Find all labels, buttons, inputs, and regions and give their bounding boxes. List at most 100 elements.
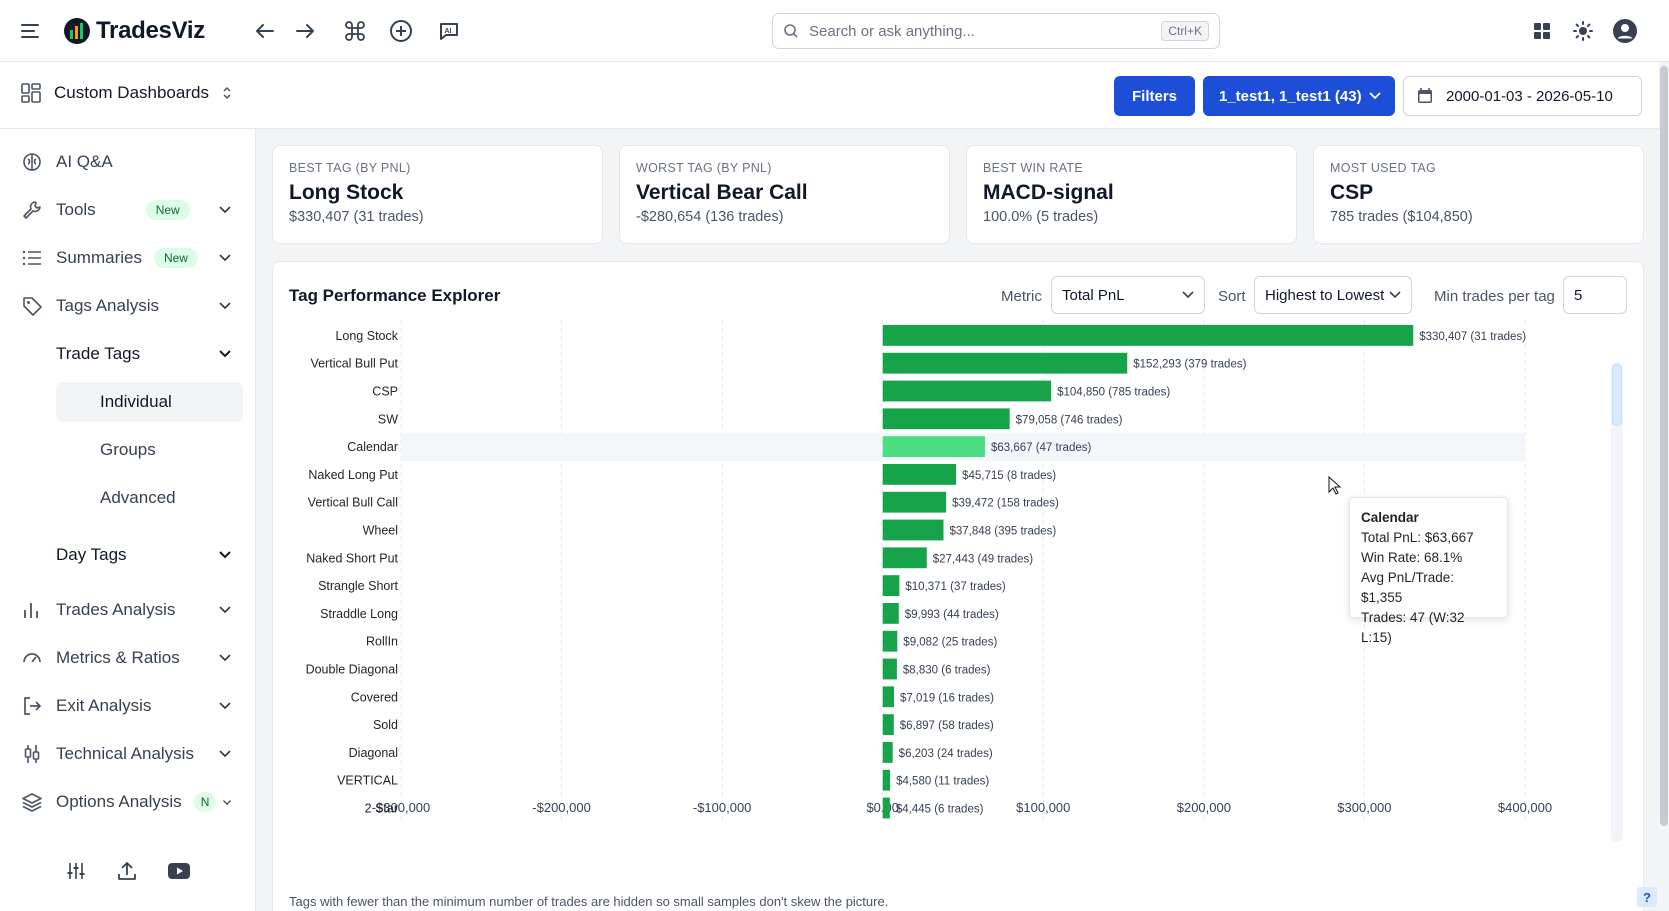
kpi-best-tag: BEST TAG (BY PNL) Long Stock $330,407 (3… [272,145,603,244]
sidebar-item-label: Trades Analysis [56,600,176,619]
updown-chevron-icon [223,86,231,100]
bar-chart-icon [20,598,44,622]
min-trades-value: 5 [1574,286,1583,304]
exit-icon [20,694,44,718]
page-scrollbar-thumb[interactable] [1660,66,1668,826]
kpi-value: Long Stock [289,181,404,204]
layers-icon [20,790,44,814]
category-label: Straddle Long [320,607,398,621]
sidebar-item-trades-analysis[interactable]: Trades Analysis [0,589,256,631]
category-label: Calendar [347,440,398,454]
filters-button[interactable]: Filters [1114,76,1195,116]
kpi-subtext: -$280,654 (136 trades) [636,209,784,225]
bar [882,742,893,763]
sidebar-item-summaries[interactable]: Summaries New [0,237,256,279]
sidebar-item-ai-qa[interactable]: AI Q&A [0,141,256,183]
tag-icon [20,294,44,318]
chevron-down-icon [1182,291,1194,299]
bar-value-label: $9,082 (25 trades) [903,637,997,649]
sidebar-item-label: Metrics & Ratios [56,648,180,667]
tooltip-line: Win Rate: 68.1% [1361,550,1463,565]
bar-value-label: $152,293 (379 trades) [1133,359,1246,371]
theme-sun-icon[interactable] [1566,14,1600,48]
sliders-icon[interactable] [59,854,93,888]
bar [882,658,897,680]
trade-tags-label: Trade Tags [56,344,141,363]
search-placeholder: Search or ask anything... [809,22,975,40]
menu-icon[interactable] [13,14,47,48]
bar-value-label: $79,058 (746 trades) [1016,414,1123,426]
bar-value-label: $10,371 (37 trades) [905,581,1006,593]
bar-value-label: $7,019 (16 trades) [900,692,994,704]
sidebar-item-advanced[interactable]: Advanced [56,478,243,518]
min-trades-input[interactable]: 5 [1563,276,1627,314]
account-selector-button[interactable]: 1_test1, 1_test1 (43) [1203,76,1395,116]
gauge-icon [20,646,44,670]
chevron-down-icon [219,606,231,614]
kpi-value: MACD-signal [983,181,1114,204]
svg-text:AI: AI [445,28,452,35]
app-name: TradesViz [96,17,205,44]
sidebar-item-trade-tags[interactable]: Trade Tags [0,333,256,375]
x-tick-label: $200,000 [1177,800,1231,815]
kpi-subtext: 785 trades ($104,850) [1330,209,1473,225]
sidebar-item-exit-analysis[interactable]: Exit Analysis [0,685,256,727]
bar [882,491,947,513]
search-bar[interactable]: Search or ask anything... Ctrl+K [772,13,1220,49]
command-icon[interactable] [338,14,372,48]
kpi-caption: WORST TAG (BY PNL) [636,161,772,175]
tooltip-title: Calendar [1361,510,1419,525]
sidebar-item-groups[interactable]: Groups [56,430,243,470]
sidebar-item-options-analysis[interactable]: Options Analysis N [0,781,256,823]
category-label: RollIn [366,635,398,649]
bar-value-label: $37,848 (395 trades) [949,526,1056,538]
bar [882,686,894,708]
app-logo[interactable]: TradesViz [62,14,205,48]
sort-select[interactable]: Highest to Lowest [1254,276,1412,314]
bar [882,769,891,791]
custom-dashboards-selector[interactable]: Custom Dashboards [20,82,233,104]
metric-select[interactable]: Total PnL [1051,276,1205,314]
sidebar-item-technical-analysis[interactable]: Technical Analysis [0,733,256,775]
sidebar-item-day-tags[interactable]: Day Tags [0,534,256,576]
chart-scrollbar-thumb[interactable] [1612,364,1622,426]
bar [882,436,985,457]
chart-scrollbar[interactable] [1611,362,1623,842]
sidebar-item-label: Technical Analysis [56,744,194,763]
sidebar-item-individual[interactable]: Individual [56,382,243,422]
account-label: 1_test1, 1_test1 (43) [1219,87,1362,105]
date-range-picker[interactable]: 2000-01-03 - 2026-05-10 [1403,76,1642,116]
category-label: Wheel [363,524,398,538]
chevron-down-icon [1389,291,1401,299]
calendar-icon [1418,88,1432,103]
category-label: Strangle Short [318,579,398,593]
ai-chat-icon[interactable]: AI [432,14,466,48]
sidebar-item-label: AI Q&A [56,152,113,171]
category-label: Naked Short Put [306,551,398,565]
back-arrow-icon[interactable] [248,14,282,48]
help-icon[interactable]: ? [1637,887,1657,907]
brain-icon [20,150,44,174]
sidebar-item-metrics-ratios[interactable]: Metrics & Ratios [0,637,256,679]
bar-value-label: $104,850 (785 trades) [1057,387,1170,399]
add-circle-icon[interactable] [384,14,418,48]
user-avatar-icon[interactable] [1608,14,1642,48]
sort-label: Sort [1218,288,1246,305]
panel-title: Tag Performance Explorer [289,286,501,305]
kpi-subtext: $330,407 (31 trades) [289,209,424,225]
kpi-worst-tag: WORST TAG (BY PNL) Vertical Bear Call -$… [619,145,950,244]
chevron-down-icon [1369,92,1381,100]
bar [882,519,944,541]
upload-icon[interactable] [110,854,144,888]
apps-grid-icon[interactable] [1525,14,1559,48]
sidebar-item-tags-analysis[interactable]: Tags Analysis [0,285,256,327]
x-tick-label: $100,000 [1016,800,1070,815]
x-tick-label: -$100,000 [693,800,752,815]
youtube-icon[interactable] [162,854,196,888]
chevron-down-icon [219,206,231,214]
bar [882,325,1414,346]
sidebar-item-tools[interactable]: Tools New [0,189,256,231]
candlestick-icon [20,742,44,766]
chevron-down-icon [219,551,231,559]
forward-arrow-icon[interactable] [288,14,322,48]
